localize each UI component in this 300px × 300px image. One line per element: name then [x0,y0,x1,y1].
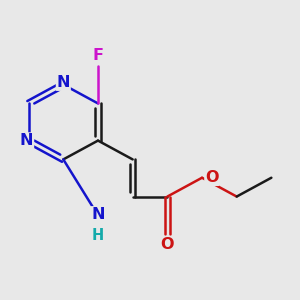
Text: O: O [205,170,218,185]
Text: N: N [20,133,33,148]
Text: O: O [160,237,174,252]
Text: N: N [57,75,70,90]
Text: H: H [92,228,104,243]
Text: F: F [92,48,104,63]
Text: N: N [91,207,105,222]
